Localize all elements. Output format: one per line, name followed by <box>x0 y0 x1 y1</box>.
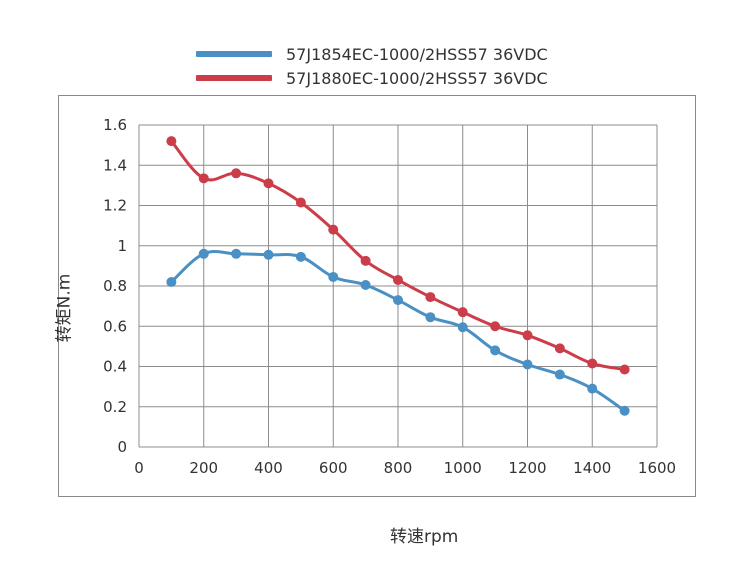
series-1-point-2 <box>231 248 242 259</box>
y-tick-label-8: 1.6 <box>103 116 127 134</box>
series-1-point-10 <box>490 345 501 356</box>
series-2-point-14 <box>619 364 630 375</box>
series-2-point-6 <box>360 255 371 266</box>
series-1-point-7 <box>393 295 403 306</box>
series-1-point-11 <box>522 359 533 370</box>
series-1-point-9 <box>457 322 468 333</box>
series-1-point-3 <box>263 249 274 260</box>
legend-label-series-1: 57J1854EC-1000/2HSS57 36VDC <box>286 44 548 64</box>
series-2-point-0 <box>166 136 177 147</box>
series-2-point-5 <box>328 224 339 235</box>
series-2-point-1 <box>198 173 209 184</box>
x-tick-label-2: 400 <box>254 459 283 477</box>
y-tick-label-7: 1.4 <box>103 156 127 174</box>
x-tick-label-0: 0 <box>134 459 144 477</box>
series-1-point-14 <box>619 405 630 416</box>
chart-legend: 57J1854EC-1000/2HSS57 36VDC 57J1880EC-10… <box>196 42 548 90</box>
x-tick-label-1: 200 <box>189 459 218 477</box>
series-1-point-13 <box>587 383 598 394</box>
series-1-point-4 <box>295 251 306 262</box>
x-axis-label: 转速rpm <box>390 527 459 547</box>
y-tick-label-5: 1 <box>117 237 127 255</box>
y-tick-label-0: 0 <box>117 438 127 456</box>
series-2-point-9 <box>457 307 468 318</box>
series-2-point-11 <box>522 330 533 341</box>
y-tick-label-3: 0.6 <box>103 317 127 335</box>
legend-swatch-series-1 <box>196 51 272 57</box>
series-1-point-1 <box>198 248 209 259</box>
x-tick-label-8: 1600 <box>638 459 676 477</box>
chart-frame <box>58 95 696 497</box>
x-tick-label-4: 800 <box>384 459 413 477</box>
legend-label-series-2: 57J1880EC-1000/2HSS57 36VDC <box>286 68 548 88</box>
series-2-point-13 <box>587 358 598 369</box>
series-2-point-2 <box>231 168 242 179</box>
series-1-point-12 <box>554 369 565 380</box>
series-2-point-8 <box>425 292 436 303</box>
legend-swatch-series-2 <box>196 75 272 81</box>
y-axis-label: 转矩N.m <box>54 273 75 343</box>
x-tick-label-7: 1400 <box>573 459 611 477</box>
series-2-point-12 <box>554 343 565 354</box>
x-tick-label-3: 600 <box>319 459 348 477</box>
series-2-point-7 <box>393 274 403 285</box>
series-1-point-5 <box>328 271 339 282</box>
y-tick-label-2: 0.4 <box>103 358 127 376</box>
series-1-point-6 <box>360 279 371 290</box>
series-2-point-10 <box>490 321 501 332</box>
legend-item-series-1: 57J1854EC-1000/2HSS57 36VDC <box>196 42 548 66</box>
y-tick-label-4: 0.8 <box>103 277 127 295</box>
series-2-point-3 <box>263 178 274 189</box>
y-tick-label-1: 0.2 <box>103 398 127 416</box>
series-2-point-4 <box>295 197 306 208</box>
series-1-point-0 <box>166 276 177 287</box>
x-tick-label-6: 1200 <box>508 459 546 477</box>
series-1-point-8 <box>425 312 436 323</box>
legend-item-series-2: 57J1880EC-1000/2HSS57 36VDC <box>196 66 548 90</box>
y-tick-label-6: 1.2 <box>103 197 127 215</box>
x-tick-label-5: 1000 <box>444 459 482 477</box>
